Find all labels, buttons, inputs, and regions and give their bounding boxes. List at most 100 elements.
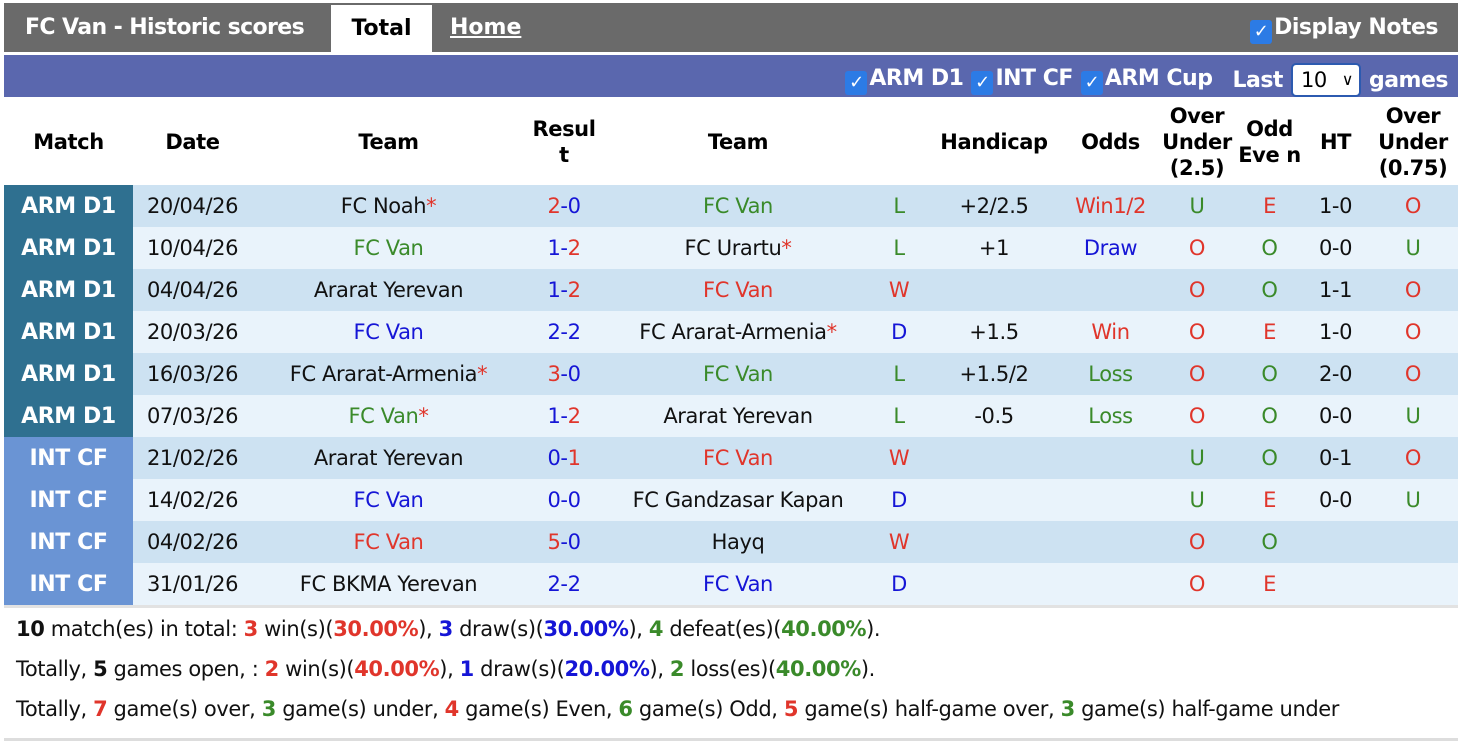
scores-table: Match Date Team Resul t Team Handicap Odds Over… (4, 98, 1458, 605)
table-row[interactable]: INT CF 14/02/26 FC Van 0-0 FC Gandzasar Kapa… (4, 479, 1458, 521)
summary-line: 10 match(es) in total: 3 win(s)(30.00%),… (16, 617, 881, 641)
score-cell: 2-2 (525, 311, 603, 353)
summary-text: game(s) half-game over, (798, 697, 1061, 721)
away-team[interactable]: FC Van (703, 278, 773, 302)
summary-text: 2 (264, 657, 280, 681)
away-team[interactable]: Hayq (711, 530, 765, 554)
odds-cell (1063, 437, 1158, 479)
table-row[interactable]: ARM D1 07/03/26 FC Van* 1-2 Ararat Yerevan L -… (4, 395, 1458, 437)
result-cell: D (873, 311, 925, 353)
handicap-cell: +1.5 (925, 311, 1063, 353)
away-team[interactable]: FC Ararat-Armenia (639, 320, 827, 344)
away-team-cell: Ararat Yerevan (603, 395, 873, 437)
column-header (873, 98, 925, 185)
score-separator: - (560, 236, 568, 260)
table-row[interactable]: ARM D1 20/04/26 FC Noah* 2-0 FC Van L +2/2.5 Wi… (4, 185, 1458, 227)
score-cell: 1-2 (525, 395, 603, 437)
away-team-cell: FC Van (603, 269, 873, 311)
summary-text: 7 (93, 697, 108, 721)
home-team[interactable]: FC Van (353, 320, 424, 344)
date-cell: 21/02/26 (133, 437, 252, 479)
table-row[interactable]: INT CF 31/01/26 FC BKMA Yerevan 2-2 FC Van D O… (4, 563, 1458, 605)
filter-arm-cup[interactable]: ✓ ARM Cup (1080, 66, 1213, 95)
odds-cell: Win (1063, 311, 1158, 353)
over-under-cell: O (1158, 353, 1236, 395)
summary-text: win(s)( (257, 617, 334, 641)
away-team-cell: FC Urartu* (603, 227, 873, 269)
home-team-cell: FC BKMA Yerevan (252, 563, 525, 605)
home-team[interactable]: FC BKMA Yerevan (299, 572, 478, 596)
summary-text: game(s) half-game under (1074, 697, 1340, 721)
summary-text: loss(es)( (684, 657, 776, 681)
league-badge: ARM D1 (4, 227, 133, 269)
summary-text: 20.00% (564, 657, 650, 681)
filter-arm-d1[interactable]: ✓ ARM D1 (845, 66, 964, 95)
home-team[interactable]: FC Van (348, 404, 419, 428)
odd-even-cell: O (1236, 437, 1303, 479)
table-row[interactable]: ARM D1 10/04/26 FC Van 1-2 FC Urartu* L +1 Draw… (4, 227, 1458, 269)
odd-even-cell: O (1236, 395, 1303, 437)
away-score: 2 (567, 404, 581, 428)
summary-text: 40.00% (775, 657, 861, 681)
date-cell: 07/03/26 (133, 395, 252, 437)
odd-even-cell: O (1236, 269, 1303, 311)
home-team[interactable]: FC Van (353, 488, 424, 512)
page-title: FC Van - Historic scores (25, 15, 305, 40)
home-team[interactable]: FC Van (353, 530, 424, 554)
filter-label: INT CF (995, 65, 1073, 91)
date-cell: 31/01/26 (133, 563, 252, 605)
home-team[interactable]: Ararat Yerevan (313, 446, 464, 470)
summary-text: 2 (669, 657, 685, 681)
away-score: 2 (567, 278, 581, 302)
date-cell: 04/02/26 (133, 521, 252, 563)
tab-home[interactable]: Home (450, 15, 522, 40)
summary-text: 1 (459, 657, 475, 681)
table-row[interactable]: ARM D1 16/03/26 FC Ararat-Armenia* 3-0 FC Va… (4, 353, 1458, 395)
home-team[interactable]: FC Ararat-Armenia (289, 362, 478, 386)
table-row[interactable]: ARM D1 04/04/26 Ararat Yerevan 1-2 FC Van W O O… (4, 269, 1458, 311)
over-under-075-cell: O (1368, 185, 1458, 227)
tab-total[interactable]: Total (331, 5, 432, 52)
away-team[interactable]: FC Urartu (684, 236, 782, 260)
home-team[interactable]: Ararat Yerevan (313, 278, 464, 302)
away-team-cell: FC Van (603, 437, 873, 479)
table-row[interactable]: ARM D1 20/03/26 FC Van 2-2 FC Ararat-Armenia… (4, 311, 1458, 353)
away-team[interactable]: FC Van (703, 446, 773, 470)
summary-text: 4 (648, 617, 664, 641)
handicap-cell (925, 479, 1063, 521)
odd-even-cell: O (1236, 521, 1303, 563)
away-team[interactable]: FC Van (703, 362, 773, 386)
home-team[interactable]: FC Van (353, 236, 424, 260)
away-team[interactable]: Ararat Yerevan (663, 404, 813, 428)
home-score: 5 (547, 530, 561, 554)
filter-int-cf[interactable]: ✓ INT CF (971, 65, 1073, 95)
home-score: 0 (547, 446, 561, 470)
away-team[interactable]: FC Van (703, 572, 773, 596)
star-marker: * (781, 236, 792, 260)
score-cell: 1-2 (525, 269, 603, 311)
away-team[interactable]: FC Van (703, 194, 773, 218)
last-games-select[interactable]: 10 ∨ (1290, 63, 1361, 97)
result-cell: L (873, 227, 925, 269)
table-row[interactable]: INT CF 04/02/26 FC Van 5-0 Hayq W O O (4, 521, 1458, 563)
odds-cell: Loss (1063, 395, 1158, 437)
summary-text: Totally, (16, 697, 94, 721)
table-row[interactable]: INT CF 21/02/26 Ararat Yerevan 0-1 FC Van W U O… (4, 437, 1458, 479)
league-badge: ARM D1 (4, 353, 133, 395)
column-header: Resul t (532, 116, 596, 167)
top-bar: FC Van - Historic scores Total Home ✓ Dis… (4, 3, 1458, 52)
away-team[interactable]: FC Gandzasar Kapan (632, 488, 844, 512)
summary-text: 6 (618, 697, 633, 721)
over-under-cell: U (1158, 437, 1236, 479)
date-cell: 20/03/26 (133, 311, 252, 353)
home-team[interactable]: FC Noah (340, 194, 427, 218)
odd-even-cell: O (1236, 227, 1303, 269)
column-header: Team (358, 129, 419, 154)
display-notes-checkbox[interactable]: ✓ Display Notes (1250, 15, 1438, 44)
star-marker: * (477, 362, 488, 386)
home-score: 1 (547, 278, 561, 302)
summary-text: ), (649, 657, 670, 681)
away-score: 0 (567, 362, 581, 386)
score-cell: 5-0 (525, 521, 603, 563)
home-team-cell: FC Van* (252, 395, 525, 437)
